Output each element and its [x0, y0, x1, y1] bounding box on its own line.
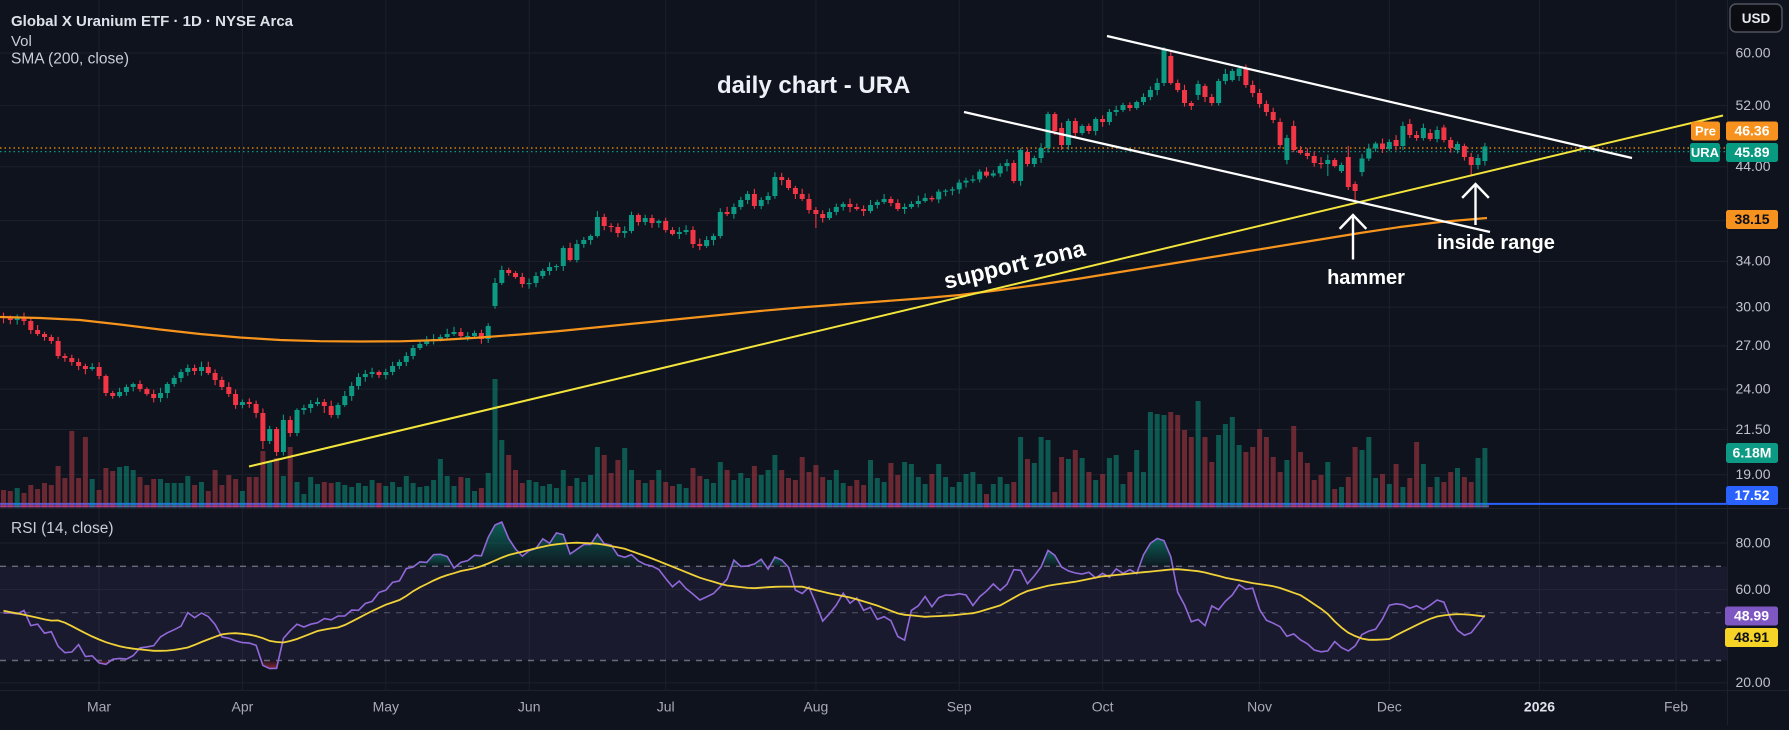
svg-text:Jun: Jun [518, 699, 541, 715]
svg-text:52.00: 52.00 [1735, 97, 1770, 113]
svg-text:45.89: 45.89 [1734, 144, 1769, 160]
svg-text:Jul: Jul [657, 699, 675, 715]
svg-text:2026: 2026 [1524, 699, 1555, 715]
svg-text:44.00: 44.00 [1735, 158, 1770, 174]
svg-text:Apr: Apr [232, 699, 254, 715]
svg-text:80.00: 80.00 [1735, 534, 1770, 550]
svg-text:Vol: Vol [11, 33, 32, 50]
svg-text:Global X Uranium ETF · 1D · NY: Global X Uranium ETF · 1D · NYSE Arca [11, 13, 294, 30]
svg-text:17.52: 17.52 [1734, 487, 1769, 503]
svg-text:60.00: 60.00 [1735, 581, 1770, 597]
svg-text:May: May [373, 699, 399, 715]
svg-text:Oct: Oct [1092, 699, 1114, 715]
svg-text:Dec: Dec [1377, 699, 1402, 715]
svg-text:inside range: inside range [1437, 232, 1555, 254]
svg-text:38.15: 38.15 [1734, 211, 1769, 227]
svg-text:Sep: Sep [947, 699, 972, 715]
svg-text:27.00: 27.00 [1735, 337, 1770, 353]
svg-text:URA: URA [1691, 145, 1720, 160]
svg-text:48.99: 48.99 [1734, 607, 1769, 623]
svg-text:Aug: Aug [803, 699, 828, 715]
svg-text:24.00: 24.00 [1735, 380, 1770, 396]
svg-text:48.91: 48.91 [1734, 629, 1769, 645]
svg-text:SMA (200, close): SMA (200, close) [11, 51, 129, 68]
svg-text:Mar: Mar [87, 699, 111, 715]
svg-text:30.00: 30.00 [1735, 299, 1770, 315]
svg-text:20.00: 20.00 [1735, 674, 1770, 690]
svg-text:19.00: 19.00 [1735, 466, 1770, 482]
svg-text:60.00: 60.00 [1735, 44, 1770, 60]
svg-text:6.18M: 6.18M [1733, 444, 1772, 460]
svg-text:USD: USD [1742, 11, 1771, 26]
svg-text:daily chart - URA: daily chart - URA [717, 72, 910, 99]
svg-text:34.00: 34.00 [1735, 253, 1770, 269]
svg-text:hammer: hammer [1327, 267, 1405, 289]
svg-text:Pre: Pre [1695, 123, 1716, 138]
svg-text:RSI (14, close): RSI (14, close) [11, 520, 114, 537]
svg-text:46.36: 46.36 [1734, 122, 1769, 138]
svg-text:Nov: Nov [1247, 699, 1272, 715]
svg-text:Feb: Feb [1664, 699, 1688, 715]
svg-text:21.50: 21.50 [1735, 421, 1770, 437]
